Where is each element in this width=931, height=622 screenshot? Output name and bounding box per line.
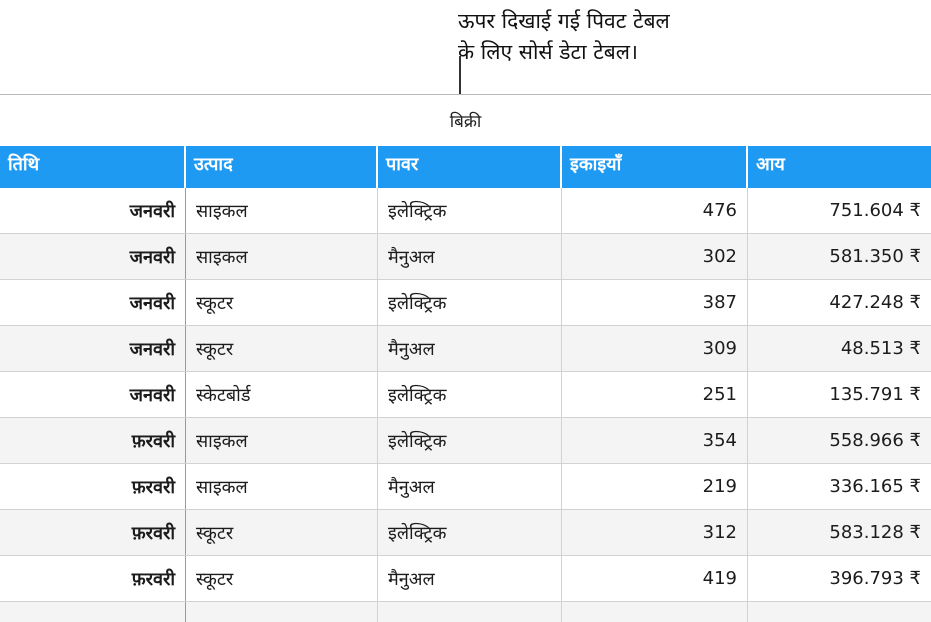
cell-date[interactable]: जनवरी	[0, 372, 186, 417]
cell-power[interactable]: मैनुअल	[378, 326, 562, 371]
cell-empty[interactable]	[748, 602, 931, 622]
cell-product[interactable]: स्कूटर	[186, 556, 378, 601]
table-row: जनवरी स्कूटर इलेक्ट्रिक 387 427.248 ₹	[0, 280, 931, 326]
header-date[interactable]: तिथि	[0, 146, 186, 188]
cell-product[interactable]: साइकल	[186, 464, 378, 509]
cell-date[interactable]: जनवरी	[0, 280, 186, 325]
cell-revenue[interactable]: 583.128 ₹	[829, 522, 921, 543]
cell-power[interactable]: इलेक्ट्रिक	[378, 280, 562, 325]
cell-units[interactable]: 354	[562, 418, 748, 463]
cell-date[interactable]: फ़रवरी	[0, 418, 186, 463]
cell-power[interactable]: मैनुअल	[378, 234, 562, 279]
cell-power[interactable]: इलेक्ट्रिक	[378, 510, 562, 555]
cell-product[interactable]: साइकल	[186, 418, 378, 463]
cell-product[interactable]: साइकल	[186, 188, 378, 233]
sales-table[interactable]: बिक्री तिथि उत्पाद पावर इकाइयाँ आय जनवरी…	[0, 94, 931, 622]
cell-power[interactable]: इलेक्ट्रिक	[378, 418, 562, 463]
cell-date[interactable]: जनवरी	[0, 234, 186, 279]
cell-product[interactable]: साइकल	[186, 234, 378, 279]
table-title[interactable]: बिक्री	[449, 111, 482, 132]
cell-power[interactable]: मैनुअल	[378, 464, 562, 509]
cell-power[interactable]: इलेक्ट्रिक	[378, 188, 562, 233]
cell-revenue[interactable]: 336.165 ₹	[829, 476, 921, 497]
cell-empty[interactable]	[0, 602, 186, 622]
cell-power[interactable]: मैनुअल	[378, 556, 562, 601]
cell-empty[interactable]	[186, 602, 378, 622]
cell-units[interactable]: 419	[562, 556, 748, 601]
header-power[interactable]: पावर	[378, 146, 562, 188]
cell-units[interactable]: 251	[562, 372, 748, 417]
table-row: जनवरी स्केटबोर्ड इलेक्ट्रिक 251 135.791 …	[0, 372, 931, 418]
header-product[interactable]: उत्पाद	[186, 146, 378, 188]
table-row: फ़रवरी स्कूटर मैनुअल 419 396.793 ₹	[0, 556, 931, 602]
cell-date[interactable]: फ़रवरी	[0, 464, 186, 509]
cell-units[interactable]: 302	[562, 234, 748, 279]
cell-revenue[interactable]: 581.350 ₹	[829, 246, 921, 267]
cell-product[interactable]: स्केटबोर्ड	[186, 372, 378, 417]
cell-product[interactable]: स्कूटर	[186, 280, 378, 325]
cell-date[interactable]: जनवरी	[0, 188, 186, 233]
cell-units[interactable]: 309	[562, 326, 748, 371]
table-row: फ़रवरी साइकल इलेक्ट्रिक 354 558.966 ₹	[0, 418, 931, 464]
cell-units[interactable]: 312	[562, 510, 748, 555]
cell-product[interactable]: स्कूटर	[186, 326, 378, 371]
table-row: फ़रवरी साइकल मैनुअल 219 336.165 ₹	[0, 464, 931, 510]
table-row: जनवरी स्कूटर मैनुअल 309 48.513 ₹	[0, 326, 931, 372]
cell-empty[interactable]	[378, 602, 562, 622]
callout-line-1: ऊपर दिखाई गई पिवट टेबल	[458, 9, 670, 33]
cell-units[interactable]: 387	[562, 280, 748, 325]
cell-units[interactable]: 476	[562, 188, 748, 233]
table-row: फ़रवरी स्कूटर इलेक्ट्रिक 312 583.128 ₹	[0, 510, 931, 556]
cell-date[interactable]: फ़रवरी	[0, 510, 186, 555]
table-row-partial	[0, 602, 931, 622]
cell-power[interactable]: इलेक्ट्रिक	[378, 372, 562, 417]
cell-revenue[interactable]: 48.513 ₹	[840, 338, 921, 359]
cell-product[interactable]: स्कूटर	[186, 510, 378, 555]
table-row: जनवरी साइकल मैनुअल 302 581.350 ₹	[0, 234, 931, 280]
callout-text: ऊपर दिखाई गई पिवट टेबल के लिए सोर्स डेटा…	[458, 6, 670, 68]
cell-revenue[interactable]: 135.791 ₹	[829, 384, 921, 405]
cell-date[interactable]: फ़रवरी	[0, 556, 186, 601]
cell-revenue[interactable]: 427.248 ₹	[829, 292, 921, 313]
header-revenue[interactable]: आय	[756, 154, 785, 175]
cell-revenue[interactable]: 558.966 ₹	[829, 430, 921, 451]
callout-pointer	[459, 56, 461, 94]
cell-empty[interactable]	[562, 602, 748, 622]
table-body: जनवरी साइकल इलेक्ट्रिक 476 751.604 ₹ जनव…	[0, 188, 931, 622]
table-row: जनवरी साइकल इलेक्ट्रिक 476 751.604 ₹	[0, 188, 931, 234]
cell-revenue[interactable]: 396.793 ₹	[829, 568, 921, 589]
header-units[interactable]: इकाइयाँ	[562, 146, 748, 188]
callout-line-2: के लिए सोर्स डेटा टेबल।	[458, 40, 638, 64]
cell-revenue[interactable]: 751.604 ₹	[829, 200, 921, 221]
header-row: तिथि उत्पाद पावर इकाइयाँ आय	[0, 146, 931, 188]
cell-date[interactable]: जनवरी	[0, 326, 186, 371]
cell-units[interactable]: 219	[562, 464, 748, 509]
